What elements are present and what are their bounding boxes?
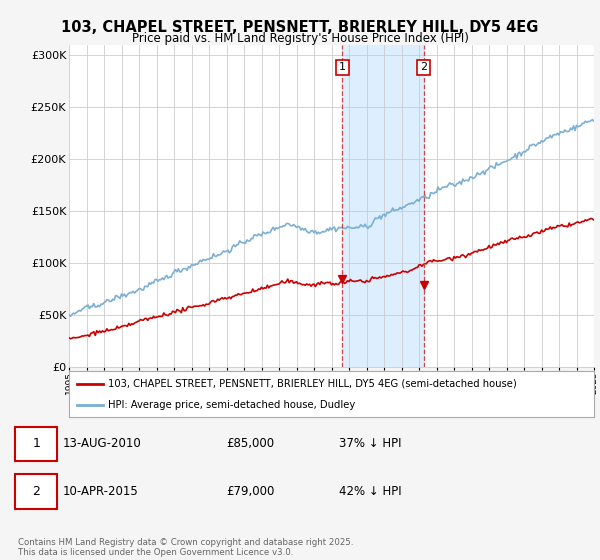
- Bar: [342, 45, 424, 367]
- Text: 1: 1: [32, 437, 40, 450]
- FancyBboxPatch shape: [15, 474, 58, 508]
- Text: 13-AUG-2010: 13-AUG-2010: [63, 437, 142, 450]
- Text: 1: 1: [339, 62, 346, 72]
- Text: 2: 2: [420, 62, 427, 72]
- Text: Price paid vs. HM Land Registry's House Price Index (HPI): Price paid vs. HM Land Registry's House …: [131, 32, 469, 45]
- Text: 10-APR-2015: 10-APR-2015: [63, 485, 139, 498]
- Text: £85,000: £85,000: [227, 437, 275, 450]
- FancyBboxPatch shape: [15, 427, 58, 461]
- Text: 37% ↓ HPI: 37% ↓ HPI: [340, 437, 402, 450]
- Text: £79,000: £79,000: [227, 485, 275, 498]
- Text: 2: 2: [32, 485, 40, 498]
- Text: 103, CHAPEL STREET, PENSNETT, BRIERLEY HILL, DY5 4EG: 103, CHAPEL STREET, PENSNETT, BRIERLEY H…: [61, 20, 539, 35]
- Text: Contains HM Land Registry data © Crown copyright and database right 2025.
This d: Contains HM Land Registry data © Crown c…: [18, 538, 353, 557]
- Text: 42% ↓ HPI: 42% ↓ HPI: [340, 485, 402, 498]
- Text: HPI: Average price, semi-detached house, Dudley: HPI: Average price, semi-detached house,…: [109, 400, 356, 410]
- Text: 103, CHAPEL STREET, PENSNETT, BRIERLEY HILL, DY5 4EG (semi-detached house): 103, CHAPEL STREET, PENSNETT, BRIERLEY H…: [109, 379, 517, 389]
